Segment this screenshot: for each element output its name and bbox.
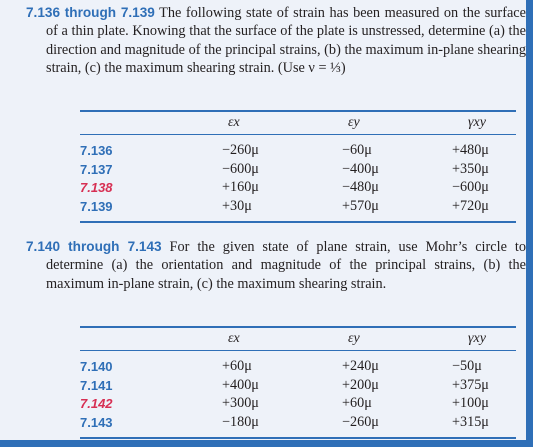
cell-ey: +200μ — [342, 376, 379, 393]
header-gxy: γxy — [468, 115, 486, 130]
problem-id: 7.136 — [80, 143, 113, 158]
cell-gxy: +720μ — [452, 197, 489, 214]
cell-gxy: +375μ — [452, 376, 489, 393]
table-row: 7.136 −260μ −60μ +480μ — [80, 141, 516, 160]
table-row: 7.140 +60μ +240μ −50μ — [80, 357, 516, 376]
cell-ey: −400μ — [342, 160, 379, 177]
problem-id: 7.142 — [80, 396, 113, 412]
problem-b-paragraph: 7.140 through 7.143 For the given state … — [26, 238, 526, 293]
table-b-header: εx εy γxy — [80, 328, 516, 351]
problem-b-number: 7.140 through 7.143 — [26, 239, 162, 254]
cell-gxy: −600μ — [452, 179, 489, 196]
header-ey: εy — [348, 115, 360, 130]
table-row: 7.137 −600μ −400μ +350μ — [80, 160, 516, 179]
cell-ey: +570μ — [342, 197, 379, 214]
problem-a-paragraph: 7.136 through 7.139 The following state … — [26, 4, 526, 78]
table-row: 7.138 +160μ −480μ −600μ — [80, 178, 516, 197]
cell-ey: −260μ — [342, 413, 379, 430]
problem-a-text: The following state of strain has been m… — [46, 5, 526, 77]
cell-gxy: +315μ — [452, 413, 489, 430]
problem-id: 7.138 — [80, 180, 113, 196]
table-b-rows: 7.140 +60μ +240μ −50μ 7.141 +400μ +200μ +375μ 7.… — [80, 351, 516, 437]
problem-a-number: 7.136 through 7.139 — [26, 5, 155, 20]
problem-id: 7.141 — [80, 377, 113, 393]
problem-id: 7.140 — [80, 359, 113, 374]
cell-gxy: +480μ — [452, 142, 489, 158]
cell-gxy: −50μ — [452, 358, 482, 374]
cell-ey: +60μ — [342, 395, 372, 412]
table-a-header: εx εy γxy — [80, 112, 516, 135]
cell-ex: +300μ — [222, 395, 259, 412]
problem-b-text: For the given state of plane strain, use… — [46, 239, 526, 292]
cell-ex: −260μ — [222, 142, 259, 158]
cell-ey: −60μ — [342, 142, 372, 158]
cell-gxy: +100μ — [452, 395, 489, 412]
table-row: 7.141 +400μ +200μ +375μ — [80, 376, 516, 395]
cell-ex: +400μ — [222, 376, 259, 393]
cell-ex: −180μ — [222, 413, 259, 430]
problem-id: 7.139 — [80, 198, 113, 214]
strain-table-a: εx εy γxy 7.136 −260μ −60μ +480μ 7.137 −600μ −… — [80, 110, 516, 224]
header-gxy: γxy — [468, 331, 486, 346]
cell-ex: −600μ — [222, 160, 259, 177]
strain-table-b: εx εy γxy 7.140 +60μ +240μ −50μ 7.141 +400μ +2… — [80, 326, 516, 440]
table-row: 7.143 −180μ −260μ +315μ — [80, 413, 516, 432]
table-row: 7.139 +30μ +570μ +720μ — [80, 197, 516, 216]
header-ey: εy — [348, 331, 360, 346]
problem-id: 7.137 — [80, 161, 113, 177]
header-ex: εx — [228, 115, 240, 130]
cell-ex: +60μ — [222, 358, 252, 374]
table-row: 7.142 +300μ +60μ +100μ — [80, 394, 516, 413]
header-ex: εx — [228, 331, 240, 346]
table-a-rows: 7.136 −260μ −60μ +480μ 7.137 −600μ −400μ +350μ 7… — [80, 135, 516, 221]
cell-ex: +160μ — [222, 179, 259, 196]
problem-id: 7.143 — [80, 414, 113, 430]
cell-ex: +30μ — [222, 197, 252, 214]
cell-ey: −480μ — [342, 179, 379, 196]
cell-ey: +240μ — [342, 358, 379, 374]
cell-gxy: +350μ — [452, 160, 489, 177]
